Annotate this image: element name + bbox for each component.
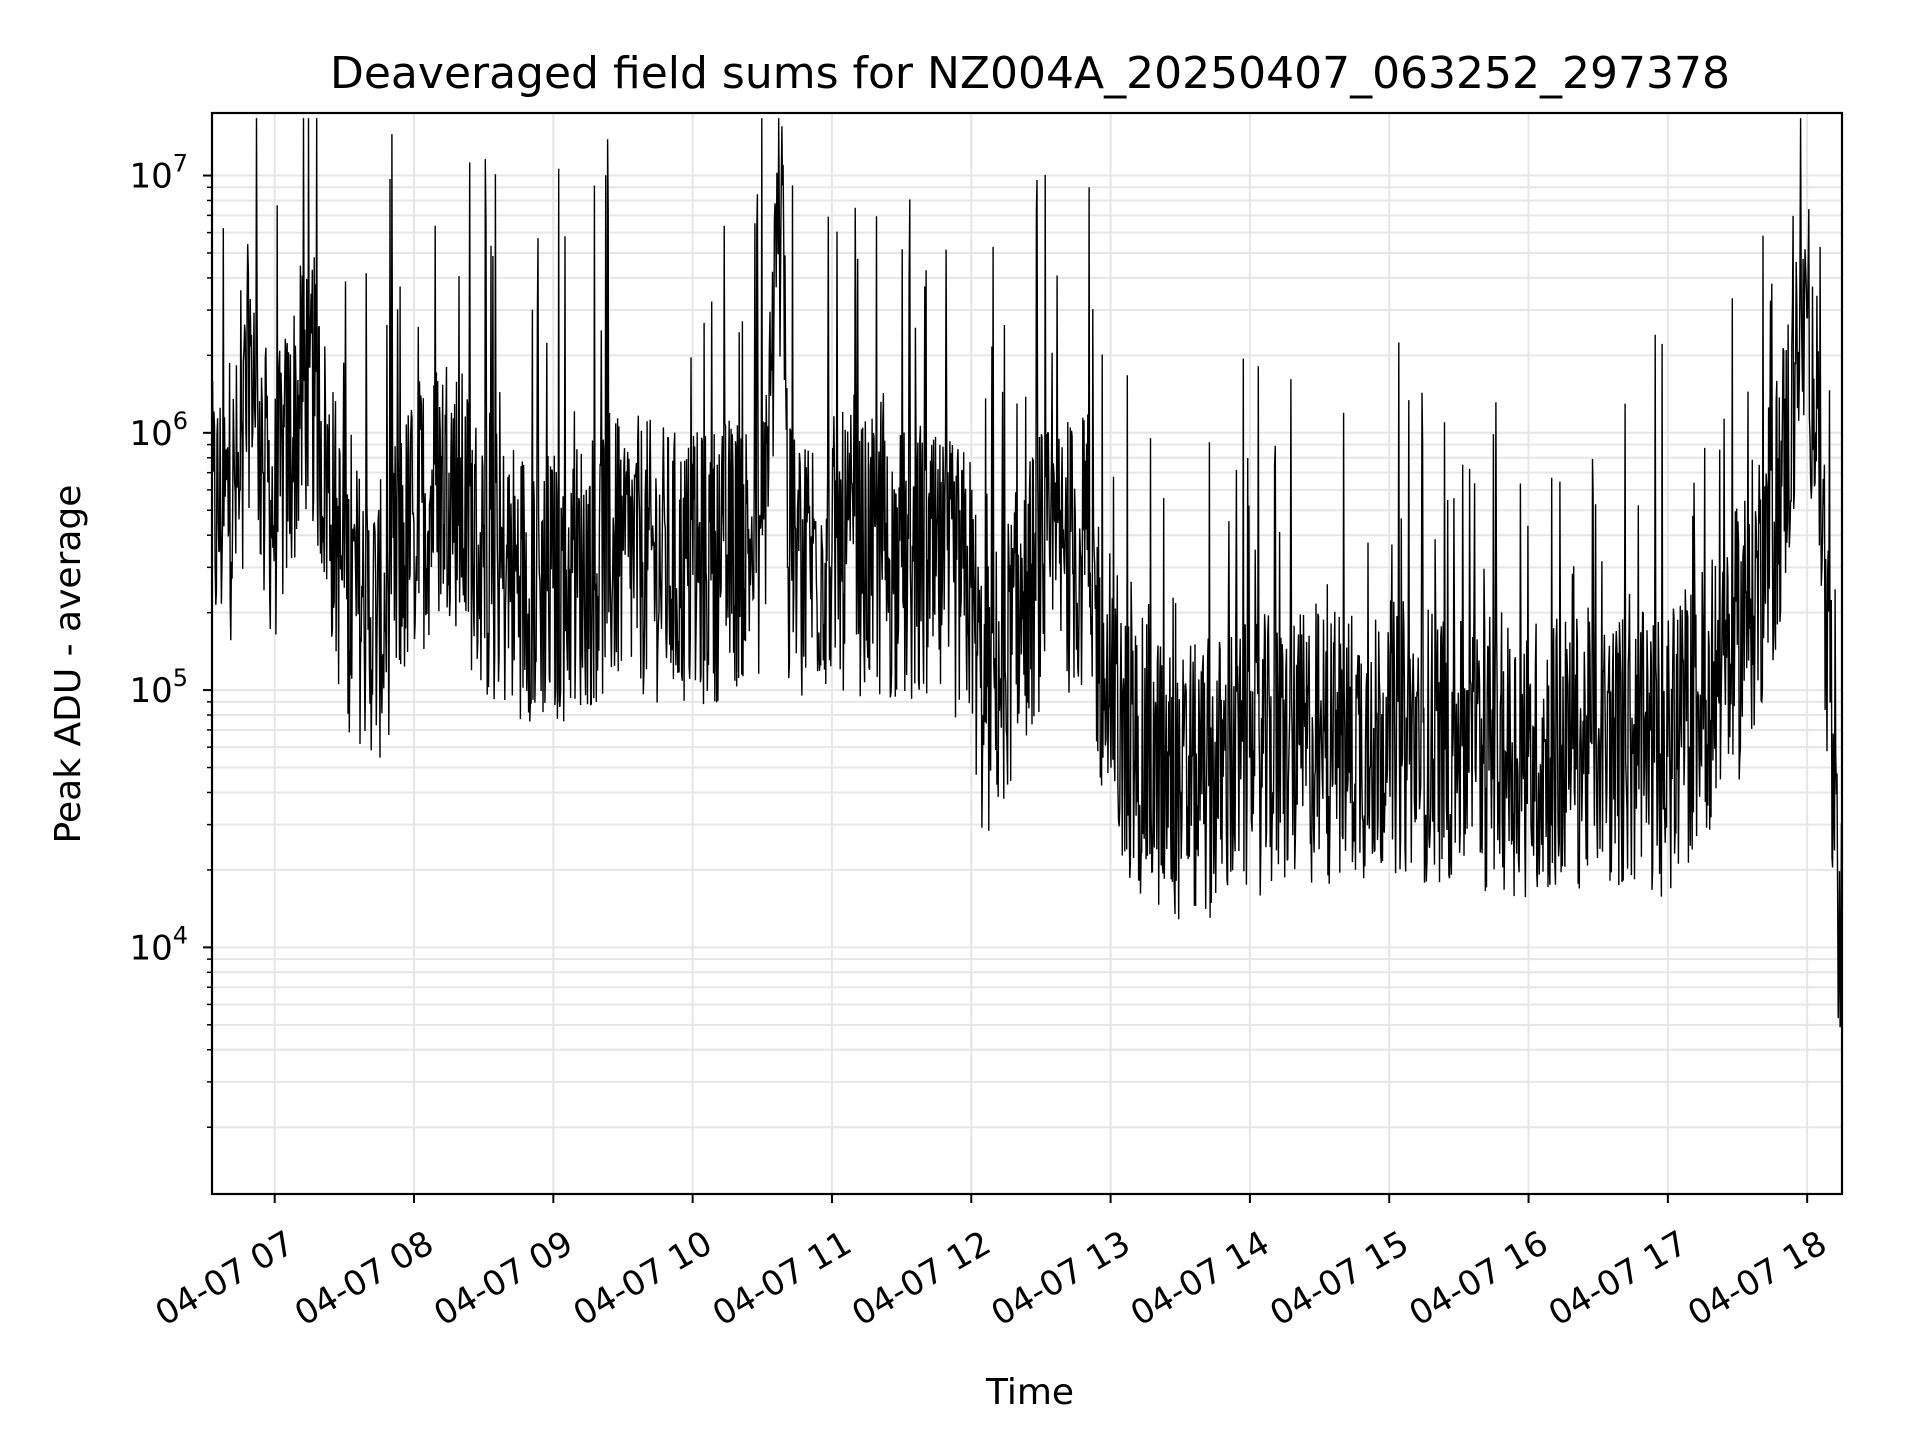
series-line xyxy=(211,118,1843,1075)
plot-frame xyxy=(210,111,1844,1196)
series-layer xyxy=(211,118,1843,1075)
x-axis-label: Time xyxy=(985,1372,1074,1413)
y-tick-label: 107 xyxy=(129,150,188,197)
chart-title: Deaveraged field sums for NZ004A_2025040… xyxy=(330,48,1730,99)
y-tick-label: 104 xyxy=(129,921,188,968)
y-tick-label: 106 xyxy=(129,407,188,454)
y-tick-label: 105 xyxy=(129,664,188,711)
y-axis-label: Peak ADU - average xyxy=(48,485,89,844)
